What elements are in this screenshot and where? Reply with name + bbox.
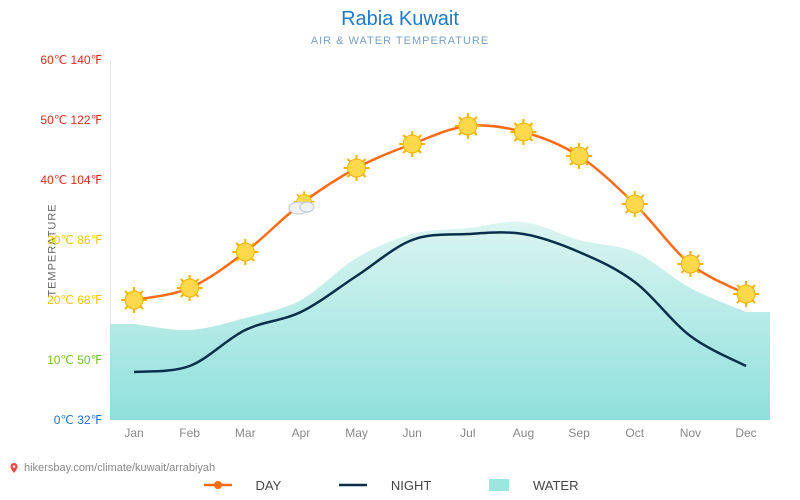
y-tick: 40℃ 104℉ [40,173,102,187]
sun-icon [344,155,370,181]
sun-icon [455,113,481,139]
sun-icon [566,143,592,169]
x-tick: Apr [292,426,311,440]
sun-icon [733,281,759,307]
sun-icon [177,275,203,301]
pin-icon [8,462,20,474]
page-subtitle: AIR & WATER TEMPERATURE [0,35,800,47]
sun-icon [232,239,258,265]
source-url: hikersbay.com/climate/kuwait/arrabiyah [24,462,215,474]
y-tick: 0℃ 32℉ [54,413,102,427]
sun-icon [121,287,147,313]
legend-day-label: DAY [256,478,282,493]
y-tick: 30℃ 86℉ [47,233,102,247]
x-tick: Aug [513,426,534,440]
legend-water: WATER [489,478,597,493]
x-tick: Jun [402,426,421,440]
y-tick: 10℃ 50℉ [47,353,102,367]
y-tick: 20℃ 68℉ [47,293,102,307]
y-tick: 50℃ 122℉ [40,113,102,127]
sun-icon [399,131,425,157]
page-title: Rabia Kuwait [0,8,800,31]
legend-night-label: NIGHT [391,478,431,493]
x-tick: Nov [680,426,701,440]
source-footer: hikersbay.com/climate/kuwait/arrabiyah [8,462,215,474]
x-tick: Jul [460,426,475,440]
sun-icon [510,119,536,145]
x-tick: Oct [625,426,644,440]
x-tick: Mar [235,426,256,440]
x-tick: Dec [735,426,756,440]
legend-water-label: WATER [533,478,579,493]
legend: DAY NIGHT WATER [0,478,800,495]
x-tick: Sep [568,426,589,440]
y-tick: 60℃ 140℉ [40,53,102,67]
water-area [110,222,770,420]
x-tick: May [345,426,368,440]
legend-day: DAY [204,478,300,493]
x-tick: Jan [124,426,143,440]
chart-plot: 0℃ 32℉10℃ 50℉20℃ 68℉30℃ 86℉40℃ 104℉50℃ 1… [110,60,770,420]
legend-night: NIGHT [339,478,449,493]
x-tick: Feb [179,426,200,440]
y-axis-label: TEMPERATURE [47,203,59,296]
cloud-icon [289,191,315,214]
chart-svg [110,60,770,420]
